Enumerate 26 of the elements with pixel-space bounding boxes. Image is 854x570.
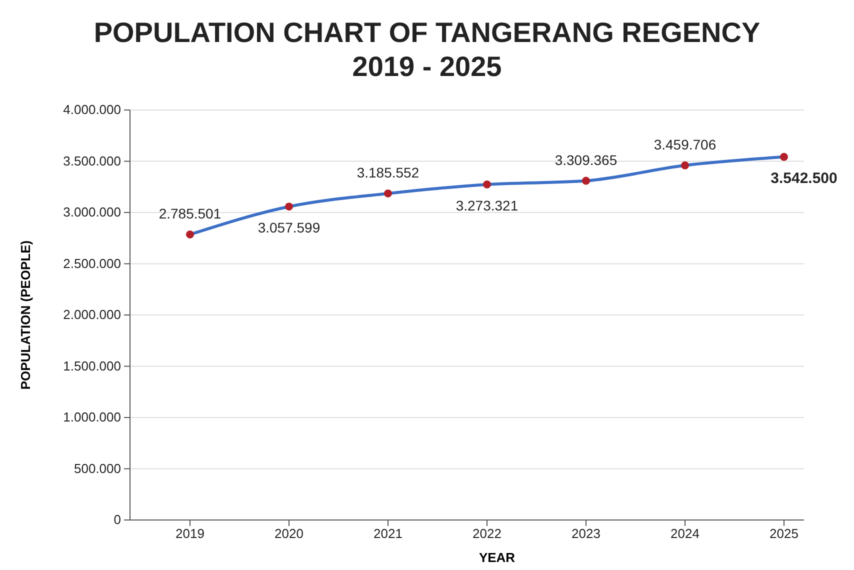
x-tick-label: 2019 — [176, 526, 204, 542]
chart-title: POPULATION CHART OF TANGERANG REGENCY 2019 - 2025 — [94, 17, 760, 82]
x-tick-label: 2023 — [572, 526, 600, 542]
y-tick-label: 500.000 — [74, 460, 121, 476]
y-tick-label: 3.000.000 — [63, 204, 121, 220]
y-tick-label: 2.000.000 — [63, 307, 121, 322]
x-tick-label: 2022 — [472, 526, 502, 542]
data-label: 3.542.500 — [770, 170, 838, 187]
x-axis-title: YEAR — [478, 550, 516, 565]
y-tick-label: 1.500.000 — [63, 358, 121, 374]
data-label: 3.057.599 — [258, 220, 320, 236]
data-label: 3.459.706 — [654, 136, 716, 152]
y-tick-label: 0 — [114, 512, 121, 528]
x-tick-label: 2025 — [770, 526, 798, 542]
y-tick-label: 1.000.000 — [63, 410, 121, 425]
y-tick-label: 2.500.000 — [63, 256, 121, 271]
data-label: 3.185.552 — [356, 164, 420, 180]
data-label: 3.273.321 — [456, 197, 518, 214]
data-label: 3.309.365 — [554, 152, 618, 168]
y-tick-label: 3.500.000 — [63, 153, 121, 168]
data-label: 2.785.501 — [158, 205, 222, 222]
x-tick-label: 2024 — [670, 526, 700, 542]
y-tick-label: 4.000.000 — [63, 102, 121, 118]
x-tick-label: 2021 — [374, 526, 402, 542]
y-axis-title: POPULATION (PEOPLE) — [18, 240, 33, 390]
x-tick-label: 2020 — [274, 526, 304, 542]
